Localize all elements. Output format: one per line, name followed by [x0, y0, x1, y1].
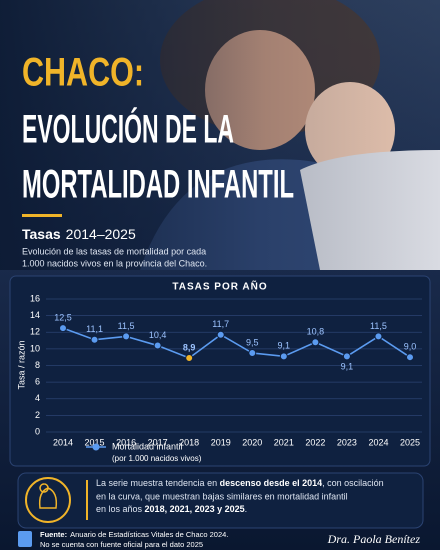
- title-line: EVOLUCIÓN DE LA: [22, 106, 234, 152]
- note-part: descenso desde el 2014: [220, 478, 323, 488]
- note-text: en los años 2018, 2021, 2023 y 2025.: [96, 504, 247, 514]
- point: [406, 353, 414, 362]
- source-icon: [18, 531, 32, 547]
- point: [153, 341, 162, 350]
- note-part: 2018, 2021, 2023 y 2025: [145, 504, 245, 514]
- x-tick-label: 2024: [368, 437, 388, 447]
- value-label: 9,5: [246, 337, 259, 347]
- note-bar: [86, 480, 88, 520]
- footer: Fuente: Anuario de Estadísticas Vitales d…: [18, 530, 420, 549]
- x-tick-label: 2020: [242, 437, 262, 447]
- photo: [0, 0, 440, 270]
- chart: TASAS POR AÑO Tasa / razón 0 2 4 6 8 10 12 14 16…: [9, 275, 431, 467]
- x-tick-label: 2022: [305, 437, 325, 447]
- value-label: 9,1: [278, 341, 291, 351]
- note-icon: [38, 483, 58, 509]
- x-tick-label: 2025: [400, 437, 420, 447]
- value-label: 11,7: [212, 319, 229, 329]
- y-tick-label: 12: [30, 327, 40, 337]
- note-panel: [17, 472, 424, 529]
- note-icon: [25, 477, 71, 523]
- legend-note: (por 1.000 nacidos vivos): [112, 454, 202, 463]
- rates-heading: Tasas 2014–2025: [22, 226, 136, 242]
- point: [279, 352, 288, 361]
- value-label: 9,1: [341, 362, 354, 372]
- x-tick-label: 2016: [116, 437, 136, 447]
- value-label: 10,4: [149, 330, 167, 340]
- y-axis-label: Tasa / razón: [16, 340, 26, 389]
- title-line: CHACO:: [22, 51, 144, 95]
- x-tick-label: 2017: [148, 437, 168, 447]
- value-label: 9,0: [404, 342, 417, 352]
- legend-marker: [92, 443, 100, 451]
- x-tick-label: 2019: [211, 437, 231, 447]
- series-line: [62, 327, 411, 359]
- point: [216, 330, 225, 339]
- note-part: , con oscilación: [322, 478, 384, 488]
- x-tick-label: 2015: [85, 437, 105, 447]
- y-tick-label: 16: [30, 293, 40, 303]
- y-tick-label: 2: [35, 410, 40, 420]
- point: [185, 354, 194, 363]
- y-tick-label: 8: [35, 360, 40, 370]
- y-tick-label: 14: [30, 310, 40, 320]
- rates-label: Tasas: [22, 226, 61, 242]
- source-label: Fuente:: [40, 530, 67, 539]
- divider: [22, 214, 62, 217]
- y-tick-label: 0: [35, 426, 40, 436]
- value-label: 11,5: [370, 321, 387, 331]
- value-label: 8,9: [183, 342, 196, 352]
- note-text: en la curva, que muestran bajas similare…: [96, 491, 348, 501]
- title-line: MORTALIDAD INFANTIL: [22, 163, 294, 207]
- value-label: 12,5: [54, 312, 72, 322]
- rates-range: 2014–2025: [66, 226, 136, 242]
- point: [90, 335, 99, 344]
- point: [374, 332, 383, 341]
- note-part: La serie muestra tendencia en: [96, 478, 220, 488]
- value-label: 11,5: [118, 321, 135, 331]
- source-note: No se cuenta con fuente oficial para el …: [40, 540, 203, 549]
- signature: Dra. Paola Benítez: [327, 532, 421, 546]
- x-tick-label: 2021: [274, 437, 294, 447]
- source-text: Anuario de Estadísticas Vitales de Chaco…: [70, 530, 228, 539]
- point: [59, 324, 67, 333]
- note-text: La serie muestra tendencia en descenso d…: [96, 478, 384, 488]
- point: [311, 338, 320, 347]
- chart-panel: [9, 275, 431, 467]
- point: [342, 352, 351, 361]
- legend-label: Mortalidad infantil: [112, 441, 183, 451]
- point: [248, 349, 257, 358]
- y-tick-label: 10: [30, 343, 40, 353]
- source: Fuente: Anuario de Estadísticas Vitales d…: [40, 530, 228, 539]
- x-tick-label: 2014: [53, 437, 73, 447]
- note-part: en los años: [96, 504, 145, 514]
- value-label: 10,8: [307, 327, 325, 337]
- subtitle: Evolución de las tasas de mortalidad por…: [22, 246, 206, 256]
- note-part: .: [245, 504, 248, 514]
- point: [122, 332, 131, 341]
- y-tick-label: 4: [35, 393, 40, 403]
- value-label: 11,1: [86, 324, 103, 334]
- x-tick-label: 2023: [337, 437, 357, 447]
- note: La serie muestra tendencia en descenso d…: [17, 472, 424, 529]
- y-tick-label: 6: [35, 377, 40, 387]
- x-tick-label: 2018: [179, 437, 199, 447]
- chart-title: TASAS POR AÑO: [172, 280, 267, 293]
- subtitle: 1.000 nacidos vivos en la provincia del …: [22, 258, 207, 268]
